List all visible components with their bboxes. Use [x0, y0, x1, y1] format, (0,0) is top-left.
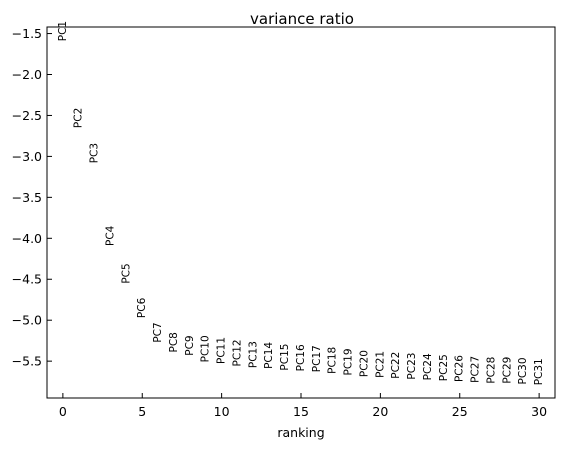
pc-point-label: PC18 — [327, 347, 339, 374]
pc-point-label: PC4 — [105, 225, 117, 246]
pc-point-label: PC17 — [311, 345, 323, 372]
pc-point-label: PC16 — [295, 344, 307, 371]
pc-point-label: PC12 — [232, 339, 244, 366]
pc-point-label: PC26 — [454, 355, 466, 382]
y-tick-label: −1.5 — [12, 26, 42, 41]
pc-point-label: PC23 — [406, 353, 418, 380]
x-tick-label: 15 — [293, 404, 309, 419]
x-tick-label: 20 — [372, 404, 388, 419]
pc-point-label: PC20 — [359, 350, 371, 377]
x-tick-label: 10 — [214, 404, 230, 419]
pc-point-label: PC29 — [501, 357, 513, 384]
y-tick-label: −4.5 — [12, 272, 42, 287]
pc-point-label: PC30 — [517, 357, 529, 384]
x-tick-label: 30 — [531, 404, 547, 419]
pc-point-label: PC31 — [533, 358, 545, 385]
chart-title: variance ratio — [250, 10, 354, 28]
x-tick-label: 0 — [59, 404, 67, 419]
pc-point-label: PC8 — [168, 332, 180, 352]
pc-point-label: PC3 — [89, 143, 101, 163]
pc-point-label: PC6 — [136, 297, 148, 318]
pc-point-label: PC7 — [152, 322, 164, 342]
y-tick-label: −2.0 — [12, 67, 42, 82]
y-tick-label: −3.5 — [12, 190, 42, 205]
pc-point-label: PC27 — [470, 356, 482, 383]
pc-point-label: PC22 — [390, 352, 402, 379]
x-axis-label: ranking — [277, 425, 324, 440]
pc-point-label: PC24 — [422, 353, 434, 380]
pc-point-label: PC21 — [374, 351, 386, 378]
pc-point-label: PC19 — [343, 348, 355, 375]
pc-point-label: PC13 — [247, 341, 259, 368]
pc-point-label: PC28 — [486, 357, 498, 384]
plot-frame — [46, 26, 556, 399]
pc-point-label: PC5 — [120, 263, 132, 283]
pc-point-label: PC9 — [184, 335, 196, 355]
x-tick-label: 5 — [138, 404, 146, 419]
pc-point-label: PC14 — [263, 342, 275, 369]
y-tick-label: −2.5 — [12, 108, 42, 123]
pc-point-label: PC11 — [216, 337, 228, 364]
y-tick-label: −4.0 — [12, 231, 42, 246]
x-axis-ticks: 0 5 10 15 20 25 30 — [59, 393, 547, 419]
y-tick-label: −5.5 — [12, 354, 42, 369]
pc-point-label: PC2 — [73, 108, 85, 128]
y-tick-label: −5.0 — [12, 313, 42, 328]
pc-point-label: PC15 — [279, 344, 291, 371]
pc-point-label: PC25 — [438, 354, 450, 381]
y-axis-ticks: −1.5 −2.0 −2.5 −3.0 −3.5 −4.0 −4.5 −5.0 −5.5 — [12, 26, 52, 369]
x-tick-label: 25 — [452, 404, 468, 419]
pc-point-label: PC1 — [57, 21, 69, 41]
y-tick-label: −3.0 — [12, 149, 42, 164]
pc-point-label: PC10 — [200, 335, 212, 362]
